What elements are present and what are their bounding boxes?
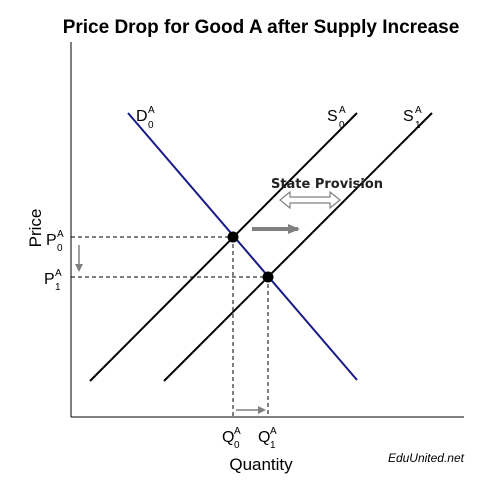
double-arrow-icon [279,190,341,210]
demand-curve [127,112,358,381]
svg-text:0: 0 [339,120,345,131]
equilibrium-point-1 [262,271,274,283]
svg-text:Q: Q [222,429,234,446]
price-label-p1: P A 1 [44,268,62,293]
svg-text:S: S [327,108,338,125]
state-provision-label: State Provision [271,177,383,192]
quantity-label-q0: Q A 0 [222,426,241,451]
svg-text:0: 0 [57,243,63,254]
supply-curve-s1 [163,112,433,382]
svg-text:1: 1 [415,120,421,131]
supply-curve-s0 [89,112,358,382]
x-axis-title: Quantity [229,455,293,474]
chart-title: Price Drop for Good A after Supply Incre… [63,17,460,38]
svg-text:P: P [44,271,55,288]
svg-text:0: 0 [234,440,240,451]
svg-text:A: A [55,268,62,279]
svg-text:A: A [415,105,422,116]
svg-text:1: 1 [55,282,61,293]
svg-text:0: 0 [148,120,154,131]
quantity-label-q1: Q A 1 [258,426,277,451]
svg-text:A: A [148,105,155,116]
svg-text:Q: Q [258,429,270,446]
source-credit: EduUnited.net [388,451,465,465]
supply-s0-label: S A 0 [327,105,346,131]
svg-text:D: D [136,108,148,125]
svg-text:1: 1 [270,440,276,451]
equilibrium-point-0 [227,231,239,243]
svg-text:A: A [234,426,241,437]
svg-text:A: A [339,105,346,116]
svg-text:P: P [46,232,57,249]
demand-label: D A 0 [136,105,155,131]
price-label-p0: P A 0 [46,229,64,254]
svg-text:A: A [270,426,277,437]
y-axis-title: Price [26,209,45,248]
svg-text:S: S [403,108,414,125]
svg-text:A: A [57,229,64,240]
supply-s1-label: S A 1 [403,105,422,131]
